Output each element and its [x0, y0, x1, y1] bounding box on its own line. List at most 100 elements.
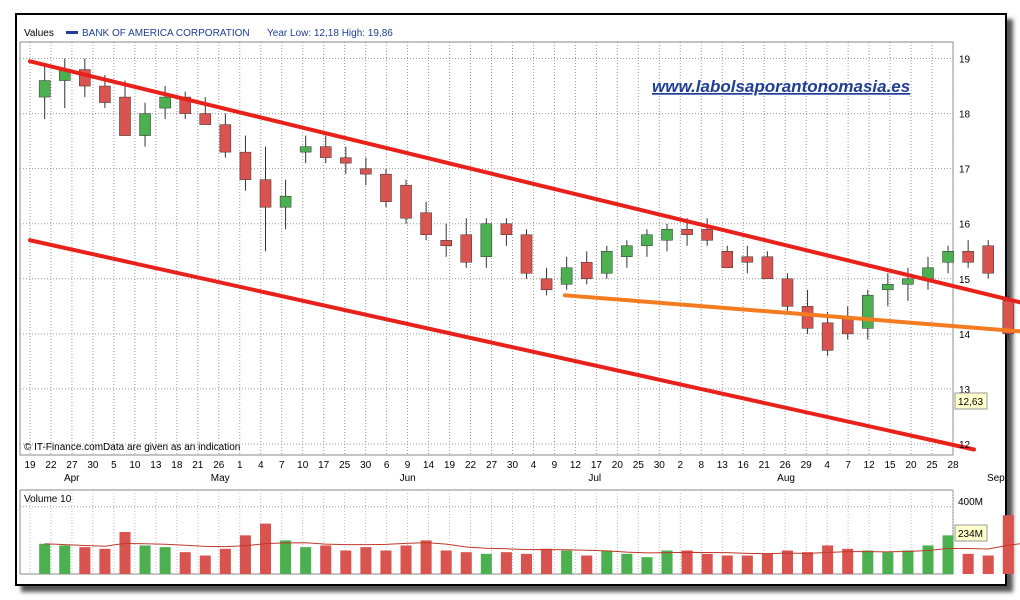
- y-tick-label: 19: [959, 55, 971, 66]
- x-tick-label: 17: [318, 460, 330, 471]
- x-tick-label: 29: [801, 460, 813, 471]
- candle-body: [340, 157, 352, 164]
- volume-bar: [802, 552, 814, 574]
- x-tick-label: 2: [678, 460, 684, 471]
- candle-body: [540, 278, 553, 291]
- candle-body: [801, 306, 814, 329]
- volume-bar: [280, 540, 292, 574]
- volume-bar: [300, 547, 312, 574]
- volume-bar: [641, 557, 653, 574]
- x-tick-label: 25: [926, 460, 938, 471]
- x-tick-label: 25: [633, 460, 645, 471]
- volume-bar: [99, 548, 111, 574]
- legend-swatch: [66, 31, 78, 34]
- candle-body: [641, 234, 653, 246]
- x-tick-label: 26: [780, 460, 792, 471]
- x-tick-label: 10: [297, 460, 309, 471]
- x-tick-label: 10: [129, 460, 141, 471]
- volume-bar: [159, 547, 171, 574]
- x-tick-label: 30: [360, 460, 372, 471]
- x-tick-label: 12: [570, 460, 582, 471]
- month-label: Sep: [987, 473, 1005, 484]
- volume-bar: [661, 550, 673, 574]
- last-price-label: 12,63: [958, 397, 983, 408]
- x-tick-label: 14: [423, 460, 435, 471]
- volume-bar: [781, 550, 793, 574]
- month-label: May: [211, 473, 230, 484]
- volume-bar: [761, 553, 773, 574]
- volume-bar: [119, 532, 131, 574]
- volume-tick-400m: 400M: [958, 497, 983, 508]
- volume-bar: [59, 545, 71, 574]
- volume-bar: [681, 550, 693, 574]
- grid: [19, 41, 954, 456]
- candle-body: [821, 322, 834, 351]
- volume-bar: [942, 535, 954, 574]
- volume-bars-layer: [39, 515, 1020, 574]
- candle-body: [861, 295, 874, 329]
- candle-body: [902, 278, 914, 285]
- x-tick-label: 17: [591, 460, 603, 471]
- candle-body: [199, 113, 212, 125]
- candle-body: [882, 284, 894, 291]
- volume-bar: [239, 535, 251, 574]
- candle-body: [400, 184, 412, 219]
- x-tick-label: 21: [192, 460, 204, 471]
- candle-body: [299, 146, 312, 153]
- x-tick-label: 30: [507, 460, 519, 471]
- x-tick-label: 4: [531, 460, 537, 471]
- volume-bar: [39, 543, 51, 574]
- volume-bar: [400, 545, 412, 574]
- volume-bar: [541, 548, 553, 574]
- x-tick-label: 22: [45, 460, 57, 471]
- x-tick-label: 12: [864, 460, 876, 471]
- x-tick-label: 25: [339, 460, 351, 471]
- x-tick-label: 9: [405, 460, 411, 471]
- candle-body: [279, 195, 292, 208]
- volume-bar: [862, 550, 874, 574]
- x-tick-label: 19: [444, 460, 456, 471]
- candle-body: [761, 256, 774, 280]
- candle-body: [139, 113, 151, 136]
- candle-body: [420, 212, 432, 235]
- volume-bar: [822, 545, 834, 574]
- x-tick-label: 21: [759, 460, 771, 471]
- volume-bar: [721, 555, 733, 574]
- candle-body: [319, 146, 332, 158]
- candle-body: [520, 234, 533, 274]
- y-tick-label: 16: [959, 220, 971, 231]
- volume-bar: [179, 552, 191, 574]
- volume-bar: [480, 553, 492, 574]
- volume-bar: [701, 553, 713, 574]
- volume-bar: [561, 550, 573, 574]
- volume-bar: [922, 545, 934, 574]
- trendlines-layer: [28, 59, 1020, 452]
- volume-bar: [842, 548, 854, 574]
- month-label: Jul: [588, 473, 601, 484]
- x-tick-label: 16: [738, 460, 750, 471]
- volume-bar: [380, 550, 392, 574]
- y-tick-label: 15: [959, 275, 971, 286]
- x-tick-label: 28: [947, 460, 959, 471]
- footer-note: © IT-Finance.comData are given as an ind…: [24, 442, 240, 453]
- volume-bar: [520, 553, 533, 574]
- volume-bar: [340, 550, 352, 574]
- x-tick-label: 30: [87, 460, 99, 471]
- candle-body: [159, 96, 171, 109]
- candle-body: [741, 256, 754, 263]
- candle-body: [601, 251, 613, 274]
- candle-body: [681, 228, 693, 235]
- x-tick-label: 6: [384, 460, 390, 471]
- volume-bar: [902, 550, 914, 574]
- x-tick-label: 15: [885, 460, 897, 471]
- values-label: Values: [24, 28, 54, 39]
- volume-bar: [581, 555, 593, 574]
- volume-bar: [982, 555, 994, 574]
- y-tick-label: 18: [959, 110, 971, 121]
- candle-body: [119, 96, 131, 136]
- watermark-url[interactable]: www.labolsaporantonomasia.es: [652, 77, 910, 96]
- candle-body: [962, 251, 974, 263]
- volume-bar: [139, 545, 151, 574]
- x-tick-label: 4: [258, 460, 264, 471]
